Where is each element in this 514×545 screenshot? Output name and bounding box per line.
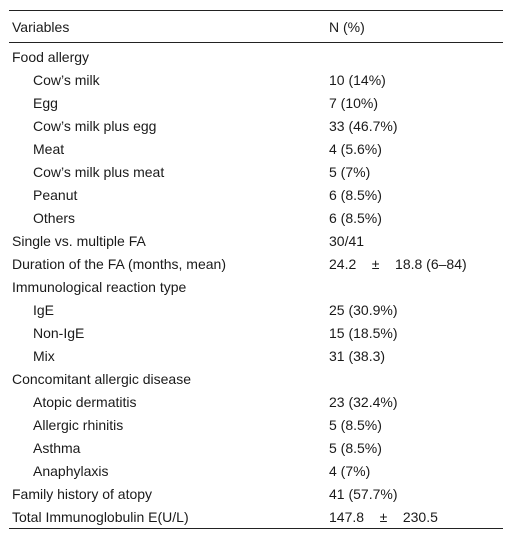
table-row: Cow’s milk plus egg 33 (46.7%) [9, 114, 503, 137]
row-sublabel: Allergic rhinitis [33, 416, 124, 433]
table-row: Concomitant allergic disease [9, 367, 503, 390]
header-variables: Variables [12, 18, 70, 35]
table-row: Anaphylaxis 4 (7%) [9, 459, 503, 482]
table-row: Mix 31 (38.3) [9, 344, 503, 367]
row-value: 25 (30.9%) [329, 301, 398, 318]
row-value: 15 (18.5%) [329, 324, 398, 341]
row-sublabel: Others [33, 209, 76, 226]
row-sublabel: Meat [33, 140, 65, 157]
header-row: Variables N (%) [9, 10, 503, 43]
row-value [329, 43, 503, 69]
row-value: 24.2 ± 18.8 (6–84) [329, 255, 467, 272]
row-value [329, 367, 503, 390]
table-row: Atopic dermatitis 23 (32.4%) [9, 390, 503, 413]
row-sublabel: Mix [33, 347, 55, 364]
row-sublabel: Cow’s milk plus meat [33, 163, 165, 180]
table-row: Others 6 (8.5%) [9, 206, 503, 229]
row-sublabel: IgE [33, 301, 55, 318]
row-value [329, 275, 503, 298]
row-sublabel: Egg [33, 94, 58, 111]
table-row: Peanut 6 (8.5%) [9, 183, 503, 206]
table-row: Duration of the FA (months, mean) 24.2 ± … [9, 252, 503, 275]
row-sublabel: Peanut [33, 186, 78, 203]
row-value: 147.8 ± 230.5 [329, 508, 438, 525]
row-value: 33 (46.7%) [329, 117, 398, 134]
header-n-percent: N (%) [329, 18, 365, 35]
row-value: 6 (8.5%) [329, 186, 382, 203]
table-row: Total Immunoglobulin E(U/L) 147.8 ± 230.5 [9, 505, 503, 529]
row-value: 5 (7%) [329, 163, 371, 180]
row-label: Immunological reaction type [12, 278, 187, 295]
data-table-container: Variables N (%) Food allergy Cow’s milk 10… [9, 10, 503, 529]
row-sublabel: Asthma [33, 439, 81, 456]
table-body: Food allergy Cow’s milk 10 (14%) Egg 7 (10%)… [9, 43, 503, 529]
table-row: Immunological reaction type [9, 275, 503, 298]
row-sublabel: Cow’s milk [33, 71, 100, 88]
row-value: 4 (5.6%) [329, 140, 382, 157]
table-row: Allergic rhinitis 5 (8.5%) [9, 413, 503, 436]
row-sublabel: Atopic dermatitis [33, 393, 137, 410]
row-value: 41 (57.7%) [329, 485, 398, 502]
row-value: 31 (38.3) [329, 347, 386, 364]
row-value: 6 (8.5%) [329, 209, 382, 226]
table-row: Family history of atopy 41 (57.7%) [9, 482, 503, 505]
table-row: Egg 7 (10%) [9, 91, 503, 114]
row-label: Food allergy [12, 48, 90, 65]
row-value: 23 (32.4%) [329, 393, 398, 410]
row-label: Family history of atopy [12, 485, 153, 502]
row-label: Concomitant allergic disease [12, 370, 191, 387]
table-row: Cow’s milk 10 (14%) [9, 68, 503, 91]
row-label: Total Immunoglobulin E(U/L) [12, 508, 189, 525]
table-row: IgE 25 (30.9%) [9, 298, 503, 321]
row-value: 7 (10%) [329, 94, 379, 111]
row-value: 4 (7%) [329, 462, 371, 479]
row-value: 5 (8.5%) [329, 416, 382, 433]
row-value: 5 (8.5%) [329, 439, 382, 456]
table-row: Non-IgE 15 (18.5%) [9, 321, 503, 344]
row-sublabel: Anaphylaxis [33, 462, 109, 479]
table-row: Single vs. multiple FA 30/41 [9, 229, 503, 252]
table-row: Cow’s milk plus meat 5 (7%) [9, 160, 503, 183]
row-value: 30/41 [329, 232, 365, 249]
row-label: Single vs. multiple FA [12, 232, 146, 249]
table-header: Variables N (%) [9, 10, 503, 43]
table-row: Meat 4 (5.6%) [9, 137, 503, 160]
row-label: Duration of the FA (months, mean) [12, 255, 226, 272]
table-row: Asthma 5 (8.5%) [9, 436, 503, 459]
allergy-characteristics-table: Variables N (%) Food allergy Cow’s milk 10… [9, 10, 503, 529]
row-sublabel: Non-IgE [33, 324, 85, 341]
row-sublabel: Cow’s milk plus egg [33, 117, 157, 134]
table-row: Food allergy [9, 43, 503, 69]
row-value: 10 (14%) [329, 71, 386, 88]
